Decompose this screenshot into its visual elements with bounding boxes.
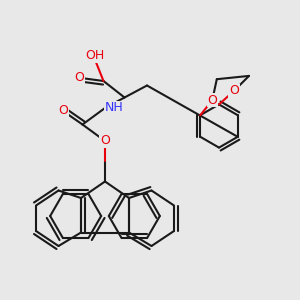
Text: NH: NH	[105, 101, 124, 115]
Text: O: O	[75, 71, 84, 85]
Text: O: O	[58, 104, 68, 118]
Text: O: O	[229, 84, 239, 98]
Text: OH: OH	[85, 49, 104, 62]
Text: O: O	[207, 94, 217, 107]
Text: O: O	[100, 134, 110, 148]
